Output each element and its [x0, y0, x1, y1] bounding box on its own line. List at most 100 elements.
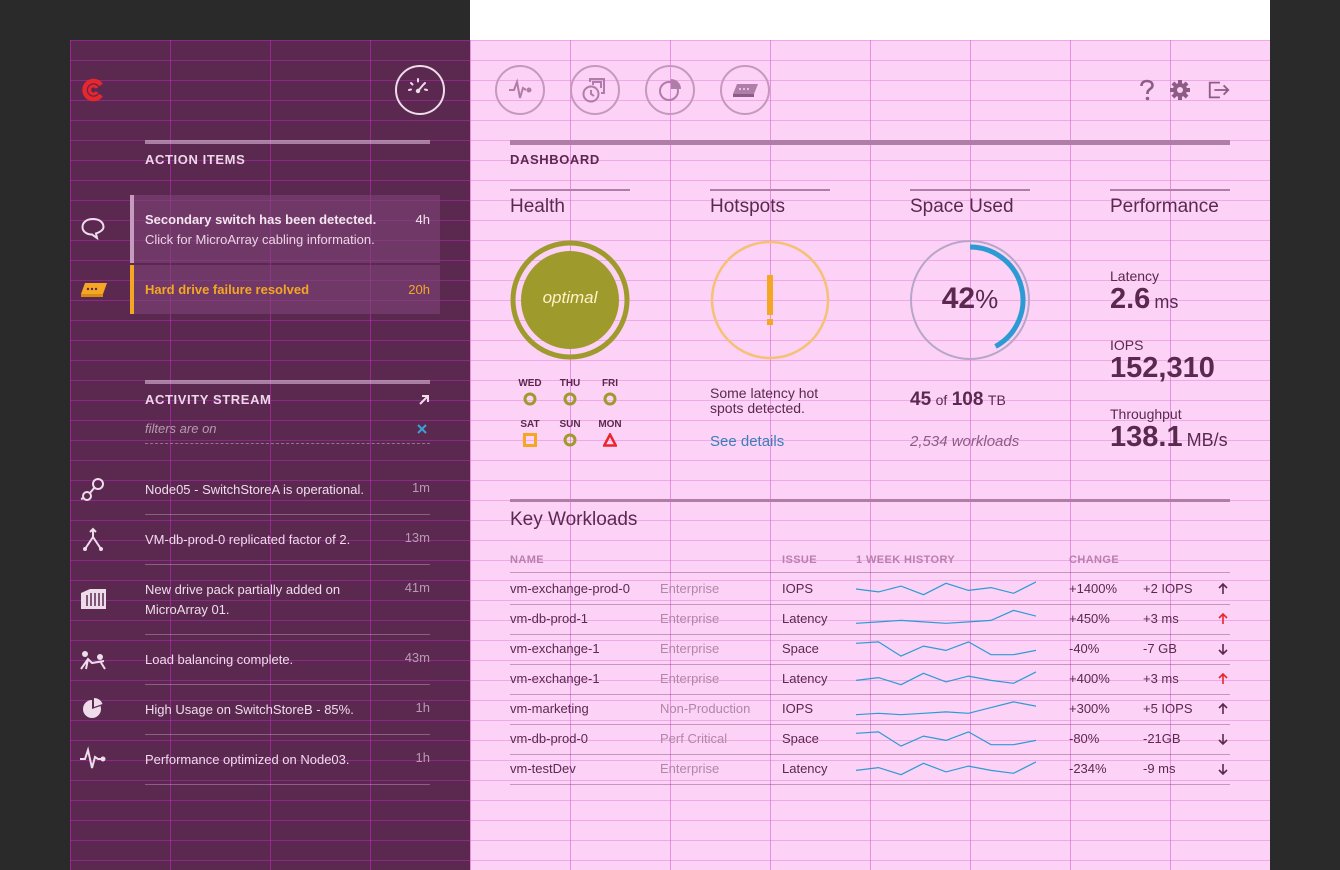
- exclamation-icon[interactable]: [709, 239, 831, 361]
- activity-time: 1m: [411, 480, 430, 495]
- iops-label: IOPS: [1110, 337, 1144, 353]
- health-day-label: FRI: [601, 378, 619, 389]
- activity-time: 41m: [404, 580, 430, 595]
- hotspots-card-rule: [710, 189, 830, 191]
- column-header-history[interactable]: 1 WEEK HISTORY: [856, 554, 956, 566]
- change-percent: +1400%: [1069, 581, 1118, 596]
- table-row[interactable]: vm-marketing Non-Production IOPS +300% +5 IO…: [510, 694, 1230, 725]
- action-item-time: 20h: [408, 282, 430, 297]
- sparkline-line: [856, 701, 1036, 716]
- change-percent: +400%: [1069, 671, 1110, 686]
- health-day-label: THU: [559, 378, 581, 389]
- workload-issue: IOPS: [782, 581, 814, 596]
- brand-logo-icon[interactable]: [82, 78, 106, 102]
- dashboard-nav-button[interactable]: [395, 65, 445, 115]
- action-item-drive-resolved[interactable]: Hard drive failure resolved 20h: [130, 265, 440, 314]
- main-panel: [470, 40, 1270, 870]
- activity-stream-heading: ACTIVITY STREAM: [145, 392, 272, 407]
- space-used-value: 45: [910, 389, 932, 410]
- see-details-link[interactable]: See details: [710, 433, 785, 450]
- pie-usage-icon: [83, 698, 103, 718]
- performance-nav-button[interactable]: [495, 65, 545, 115]
- latency-unit: ms: [1154, 292, 1179, 312]
- key-workloads-title: Key Workloads: [510, 509, 638, 530]
- arrow-up-icon: [1218, 672, 1228, 684]
- help-icon[interactable]: [1135, 78, 1159, 102]
- expand-arrow-icon[interactable]: [417, 393, 431, 407]
- table-row[interactable]: vm-exchange-1 Enterprise Space -40% -7 GB: [510, 634, 1230, 665]
- table-row[interactable]: vm-testDev Enterprise Latency -234% -9 ms: [510, 754, 1230, 785]
- table-row[interactable]: vm-exchange-1 Enterprise Latency +400% +3 ms: [510, 664, 1230, 695]
- analytics-nav-button[interactable]: [645, 65, 695, 115]
- workload-tier: Enterprise: [660, 671, 720, 686]
- table-header-divider: [510, 572, 1230, 573]
- change-absolute: -7 GB: [1143, 641, 1177, 656]
- change-percent: -80%: [1069, 731, 1100, 746]
- clear-filter-icon[interactable]: [416, 423, 428, 435]
- activity-item[interactable]: Performance optimized on Node03. 1h: [145, 734, 430, 785]
- change-absolute: +3 ms: [1143, 611, 1179, 626]
- activity-text: VM-db-prod-0 replicated factor of 2.: [145, 532, 351, 547]
- node-link-icon: [80, 478, 104, 501]
- activity-time: 13m: [404, 530, 430, 545]
- history-sparkline: [856, 731, 1036, 747]
- workload-name: vm-exchange-prod-0: [510, 581, 630, 596]
- hardware-nav-button[interactable]: [720, 65, 770, 115]
- workload-name: vm-exchange-1: [510, 671, 600, 686]
- workload-tier: Perf Critical: [660, 731, 728, 746]
- workload-tier: Enterprise: [660, 761, 720, 776]
- health-day-label: MON: [598, 419, 622, 430]
- sparkline-line: [856, 671, 1036, 686]
- table-row[interactable]: vm-exchange-prod-0 Enterprise IOPS +1400% +2…: [510, 574, 1230, 605]
- column-header-change[interactable]: CHANGE: [1069, 554, 1120, 566]
- history-sparkline: [856, 671, 1036, 686]
- action-item-switch-detected[interactable]: Secondary switch has been detected. Clic…: [130, 195, 440, 263]
- replicate-icon: [83, 527, 103, 551]
- sparkline-line: [856, 731, 1036, 747]
- health-ok-icon: [603, 392, 617, 406]
- health-title: Health: [510, 196, 565, 217]
- arrow-up-icon: [1218, 582, 1228, 594]
- space-used-gauge[interactable]: [909, 239, 1031, 361]
- health-ok-icon: [563, 392, 577, 406]
- arrow-down-icon: [1218, 764, 1228, 776]
- action-item-subtitle[interactable]: Click for MicroArray cabling information…: [145, 232, 375, 247]
- activity-item[interactable]: VM-db-prod-0 replicated factor of 2. 13m: [145, 514, 430, 565]
- table-row[interactable]: vm-db-prod-0 Perf Critical Space -80% -21GB: [510, 724, 1230, 755]
- settings-icon[interactable]: [1168, 78, 1192, 102]
- activity-item[interactable]: Load balancing complete. 43m: [145, 634, 430, 685]
- hotspots-title: Hotspots: [710, 196, 785, 217]
- history-sparkline: [856, 581, 1036, 596]
- table-row[interactable]: vm-db-prod-1 Enterprise Latency +450% +3 ms: [510, 604, 1230, 635]
- health-status-gauge[interactable]: [509, 239, 631, 361]
- logout-icon[interactable]: [1207, 78, 1231, 102]
- column-header-issue[interactable]: ISSUE: [782, 554, 818, 566]
- health-card-rule: [510, 189, 630, 191]
- workload-tier: Enterprise: [660, 581, 720, 596]
- throughput-value: 138.1: [1110, 421, 1183, 453]
- action-item-title: Secondary switch has been detected.: [145, 212, 377, 227]
- key-workloads-rule: [510, 499, 1230, 502]
- action-item-status-bar: [130, 195, 134, 263]
- space-capacity: 45 of 108 TB: [910, 389, 1006, 411]
- hardware-icon: [733, 84, 758, 97]
- sparkline-line: [856, 761, 1036, 776]
- workload-tier: Enterprise: [660, 611, 720, 626]
- workload-issue: Space: [782, 731, 819, 746]
- sparkline-line: [856, 581, 1036, 596]
- activity-item[interactable]: High Usage on SwitchStoreB - 85%. 1h: [145, 684, 430, 735]
- workload-name: vm-marketing: [510, 701, 589, 716]
- throughput-readout: 138.1 MB/s: [1110, 421, 1228, 454]
- activity-text: Load balancing complete.: [145, 652, 294, 667]
- chat-bubble-icon: [81, 217, 105, 240]
- history-sparkline: [856, 761, 1036, 776]
- activity-item[interactable]: New drive pack partially added on MicroA…: [145, 564, 430, 635]
- activity-item[interactable]: Node05 - SwitchStoreA is operational. 1m: [145, 464, 430, 515]
- change-percent: -234%: [1069, 761, 1107, 776]
- pulse-icon: [80, 746, 106, 769]
- drive-pack-icon: [81, 589, 106, 609]
- filter-status-text: filters are on: [145, 421, 217, 436]
- column-header-name[interactable]: NAME: [510, 554, 544, 566]
- arrow-up-icon: [1218, 702, 1228, 714]
- history-nav-button[interactable]: [570, 65, 620, 115]
